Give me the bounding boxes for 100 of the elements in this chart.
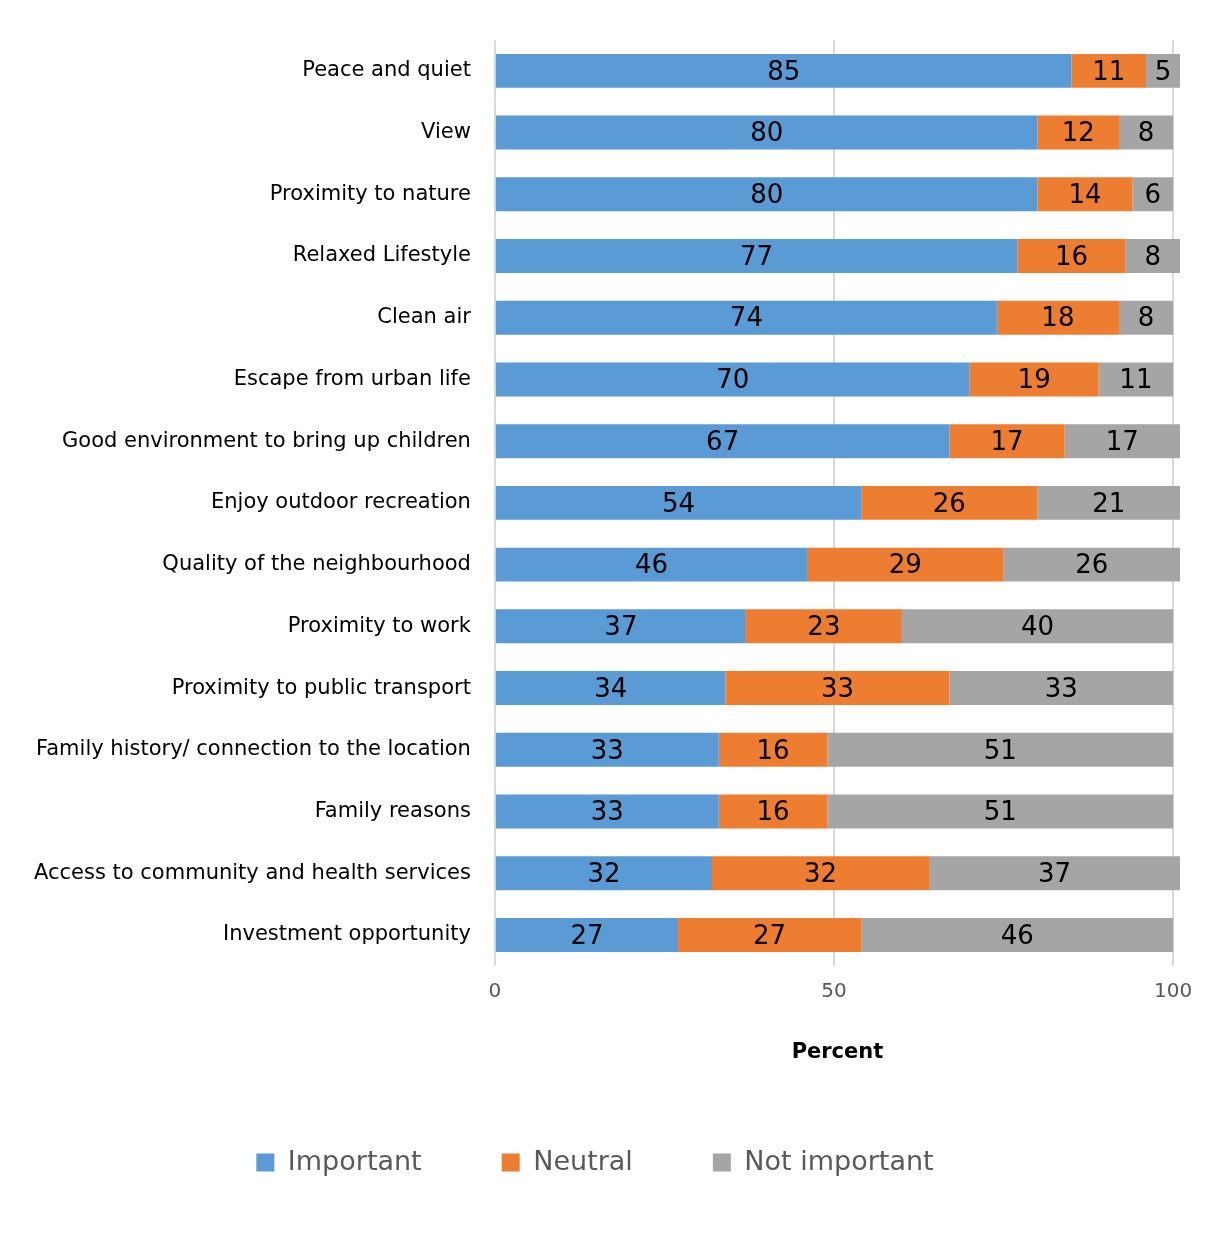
bar [495,424,950,459]
data-label: 80 [750,117,784,148]
data-label: 12 [1061,117,1095,148]
data-label: 29 [888,549,922,580]
legend-label: Not important [744,1144,934,1176]
data-label: 11 [1092,55,1126,86]
data-label: 17 [990,425,1024,456]
data-label: 32 [587,857,621,888]
x-tick-label: 100 [1154,978,1193,1002]
data-label: 21 [1092,487,1126,518]
data-label: 5 [1154,55,1172,86]
data-label: 37 [1037,857,1072,888]
data-label: 37 [604,611,638,642]
bar [495,362,970,397]
bar [1037,485,1180,520]
bar [827,732,1174,767]
bar [495,53,1072,88]
bar [745,609,902,644]
legend-label: Important [287,1144,422,1176]
bar [495,300,997,335]
data-label: 26 [1075,549,1109,580]
data-label: 8 [1144,240,1162,271]
bar [678,917,862,952]
bar [1064,424,1180,459]
y-tick-label: Proximity to nature [269,180,471,205]
data-label: 40 [1021,611,1055,642]
data-label: 46 [1000,919,1034,950]
data-label: 8 [1137,117,1155,148]
data-label: 77 [740,240,774,271]
bar [1037,177,1133,212]
bar [495,671,726,706]
bar [827,794,1174,829]
legend-label: Neutral [533,1144,633,1176]
data-label: 33 [590,796,624,827]
bar [996,300,1119,335]
data-label: 18 [1041,302,1075,333]
bar [1071,53,1147,88]
data-label: 6 [1144,179,1162,210]
bar [718,732,828,767]
y-tick-label: Proximity to public transport [171,674,471,699]
bar [495,177,1038,212]
bar [495,609,746,644]
data-label: 27 [753,919,787,950]
bar [1037,115,1119,150]
bar [861,917,1174,952]
data-label: 27 [570,919,604,950]
data-label: 32 [803,857,838,888]
x-tick-label: 50 [821,978,847,1002]
bar [929,856,1180,891]
y-tick-label: View [421,119,471,144]
bar [495,732,719,767]
bar [495,856,712,891]
y-tick-label: Family reasons [314,797,471,822]
data-label: 14 [1068,179,1102,210]
y-tick-label: Quality of the neighbourhood [162,551,471,576]
data-label: 11 [1119,364,1153,395]
bar [495,794,719,829]
data-label: 16 [1054,240,1089,271]
x-axis-title: Percent [791,1038,884,1063]
data-label: 80 [750,179,784,210]
x-tick-label: 0 [488,978,502,1002]
y-tick-label: Enjoy outdoor recreation [211,489,471,514]
bar [495,547,807,582]
bar [1017,239,1126,273]
y-tick-label: Clean air [377,304,472,329]
bar [949,424,1065,459]
bar [1118,300,1174,335]
bar [901,609,1174,644]
bar [861,485,1038,520]
data-label: 23 [807,611,841,642]
bar [1118,115,1174,150]
bar [806,547,1004,582]
bar [495,239,1018,273]
bar [949,671,1174,706]
y-tick-label: Peace and quiet [302,57,471,82]
data-label: 33 [820,672,855,703]
data-label: 19 [1017,364,1051,395]
data-label: 33 [590,734,624,765]
y-tick-label: Escape from urban life [233,365,471,390]
bar [495,917,679,952]
data-label: 33 [1044,672,1078,703]
data-label: 16 [756,734,790,765]
bar [1098,362,1174,397]
y-tick-label: Relaxed Lifestyle [292,242,471,267]
data-label: 70 [716,364,750,395]
bar [969,362,1099,397]
bar [725,671,950,706]
data-label: 26 [932,487,966,518]
bar [1003,547,1180,582]
data-label: 46 [634,549,668,580]
data-label: 51 [983,734,1017,765]
data-label: 51 [983,796,1017,827]
data-label: 85 [767,55,801,86]
data-label: 54 [662,487,696,518]
data-label: 67 [706,425,740,456]
data-label: 34 [594,672,628,703]
data-label: 8 [1137,302,1155,333]
bar [711,856,930,891]
y-tick-label: Access to community and health services [34,859,471,884]
data-label: 16 [756,796,790,827]
